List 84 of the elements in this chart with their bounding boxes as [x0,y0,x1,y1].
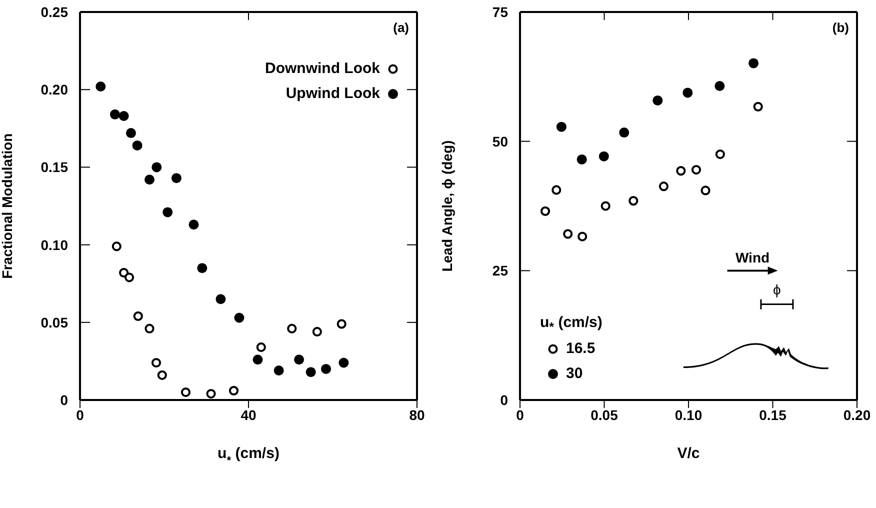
point [180,387,191,398]
point [714,80,725,91]
point [287,324,297,334]
point [676,166,686,176]
point [126,128,136,138]
point [748,58,759,68]
x-tick-label: 0.05 [590,406,618,423]
point [600,201,610,211]
x-tick-label: 0.20 [843,406,871,423]
legend-label: 16.5 [565,340,596,357]
y-tick-label: 50 [492,133,508,150]
point [110,109,120,120]
point [552,185,562,195]
point [197,263,208,274]
legend-label: Upwind Look [284,85,381,102]
point [682,88,693,98]
point [234,312,244,323]
point [206,388,216,399]
y-tick-label: 0.25 [40,4,68,20]
point [619,128,630,138]
wave-diagram: Wind ϕ [683,250,828,370]
point [96,81,106,92]
point [578,232,588,242]
point [171,173,182,184]
point [753,102,763,112]
y-tick-label: 0 [60,392,68,408]
legend-title: u$_{*}$ (cm/s) [540,314,602,334]
point [157,370,167,380]
y-tick-label: 25 [492,262,508,279]
point [312,326,322,337]
point [256,342,266,352]
point [598,151,609,162]
annotation: Wind [735,250,770,266]
x-tick-label: 40 [240,406,256,423]
point [700,186,710,196]
y-tick-label: 0 [500,392,508,408]
point [216,294,226,304]
y-axis-title: Fractional Modulation [0,133,15,279]
point [132,140,142,150]
annotation: (a) [393,20,409,35]
legend-label: Downwind Look [265,60,381,77]
x-tick-label: 80 [409,406,425,423]
point [144,324,154,334]
point [124,272,134,282]
point [691,164,702,175]
point [274,366,284,376]
annotation: (b) [832,20,849,35]
y-tick-label: 0.05 [40,314,68,330]
legend-label: 30 [565,365,584,382]
point [252,354,263,365]
point [321,364,332,374]
point [133,311,143,321]
point [306,367,316,378]
x-axis-title: u$_{*}$ (cm/s) [218,445,280,467]
point [118,110,129,121]
point [336,319,346,329]
y-tick-label: 0.15 [40,159,68,176]
point [228,386,239,396]
point [652,95,663,106]
y-axis-title: Lead Angle, ϕ (deg) [439,140,455,272]
point [556,122,566,132]
point [628,196,638,206]
point [188,220,199,230]
point [112,242,122,252]
point [540,206,550,216]
point [152,162,162,172]
y-tick-label: 75 [492,4,508,20]
x-axis-title: V/c [677,445,700,462]
x-tick-label: 0 [76,406,84,423]
point [151,358,162,368]
x-tick-label: 0 [516,406,524,423]
point [658,182,669,192]
point [162,207,173,218]
annotation: ϕ [773,281,782,298]
point [294,354,304,365]
x-tick-label: 0.15 [759,406,787,423]
point [338,358,349,368]
x-tick-label: 0.10 [674,406,702,423]
point [144,174,155,185]
point [715,149,725,160]
point [563,229,573,239]
y-tick-label: 0.20 [40,82,68,98]
point [576,154,587,164]
y-tick-label: 0.10 [40,236,68,253]
